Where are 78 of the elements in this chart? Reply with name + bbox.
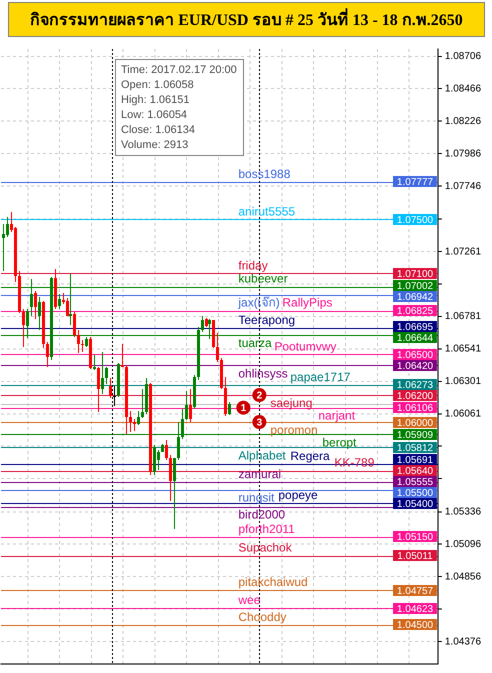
y-tick-label: 1.06301 xyxy=(444,376,482,388)
y-tick-label: 1.05336 xyxy=(444,506,482,518)
chart-title: กิจกรรมทายผลราคา EUR/USD รอบ # 25 วันที่ 13 - 18 ก.พ.2650 xyxy=(30,7,463,31)
annotation: 1.06273 xyxy=(396,380,434,391)
y-tick-label: 1.05096 xyxy=(444,538,482,550)
ref-line-label: Teerapong xyxy=(238,313,296,328)
annotation: 1.06695 xyxy=(396,322,434,333)
y-tick-label: 1.07746 xyxy=(444,180,482,192)
annotation: 1.07777 xyxy=(396,176,434,188)
annotation: Close: 1.06134 xyxy=(121,124,195,136)
annotation: 1.06000 xyxy=(396,418,434,429)
annotation: 1.05640 xyxy=(396,466,434,477)
ref-line-label: pforth2011 xyxy=(238,522,296,536)
ref-line-label: Supachok xyxy=(238,540,293,555)
ref-line-label: bird2000 xyxy=(238,508,286,522)
annotation: Time: 2017.02.17 20:00 xyxy=(121,64,237,76)
ref-line-label: tuarza xyxy=(238,336,272,350)
y-tick-label: 1.07261 xyxy=(444,246,482,258)
annotation: 1.07100 xyxy=(396,268,434,280)
ref-line-label: poromon xyxy=(270,423,318,438)
ref-line-label: beropt xyxy=(322,435,358,450)
annotation: 1 xyxy=(240,402,247,414)
annotation: 1.05691 xyxy=(396,454,434,466)
y-tick-label: 1.06781 xyxy=(444,311,482,322)
annotation: 3 xyxy=(256,417,263,428)
annotation: 1.06644 xyxy=(396,332,434,344)
annotation: 1.06500 xyxy=(396,350,434,361)
y-tick-label: 1.08466 xyxy=(444,83,482,94)
y-tick-label: 1.06061 xyxy=(444,408,482,420)
annotation: 1.05011 xyxy=(397,550,434,562)
ref-line-label: narjant xyxy=(318,408,356,423)
annotation: 1.05400 xyxy=(396,498,434,510)
annotation: Open: 1.06058 xyxy=(121,79,194,91)
annotation: 1.04757 xyxy=(396,586,434,597)
ref-line-label: Regera xyxy=(290,448,330,463)
candlestick xyxy=(2,224,5,271)
y-tick-label: 1.04376 xyxy=(444,636,482,648)
y-tick-label: 1.08706 xyxy=(444,51,482,62)
annotation: 1.04500 xyxy=(396,620,434,631)
ref-line-label: wee xyxy=(237,593,261,608)
ref-line-label: rungsit xyxy=(238,490,276,505)
annotation: 1.07500 xyxy=(396,214,434,226)
annotation: 1.07002 xyxy=(396,280,434,292)
ref-line-label: popeye xyxy=(278,488,318,502)
ref-line-label: saejung xyxy=(270,396,312,410)
annotation: Low: 1.06054 xyxy=(121,109,188,121)
y-tick-label: 1.06541 xyxy=(444,344,482,355)
y-tick-label: 1.08226 xyxy=(444,116,482,127)
y-tick-label: 1.07986 xyxy=(444,148,482,160)
y-tick-label: 1.04856 xyxy=(444,571,482,582)
annotation: Volume: 2913 xyxy=(121,139,188,151)
annotation: High: 1.06151 xyxy=(121,94,190,106)
ref-line-label: friday xyxy=(238,258,268,272)
ref-line-label: papae1717 xyxy=(290,370,351,384)
annotation: 1.05812 xyxy=(396,442,434,454)
ref-line-label: Pootumvwy xyxy=(274,339,336,354)
ref-line-label: RallyPips xyxy=(282,296,332,310)
ref-line-label: ohlinsyss xyxy=(238,366,288,380)
annotation: 1.06942 xyxy=(396,292,434,303)
annotation: 2 xyxy=(256,390,263,402)
annotation: 1.06420 xyxy=(396,360,434,372)
annotation: 1.06200 xyxy=(396,390,434,402)
candlestick xyxy=(121,344,124,367)
annotation: 1.06106 xyxy=(396,402,434,414)
ref-line-label: Chooddy xyxy=(238,610,286,624)
ref-line-label: kubeever xyxy=(238,272,288,286)
annotation: 1.05555 xyxy=(396,476,434,488)
annotation: 1.05500 xyxy=(396,488,434,499)
candlestick xyxy=(81,340,84,352)
ref-line-label: boss1988 xyxy=(238,166,291,181)
ref-line-label: anirut5555 xyxy=(238,204,296,218)
ref-line-label: pitakchaiwud xyxy=(238,575,308,590)
annotation: 1.05150 xyxy=(396,532,434,543)
ref-line-label: jax(เจ๊ก) xyxy=(237,296,280,310)
annotation: 1.06825 xyxy=(396,306,434,317)
ref-line-label: Alphabet xyxy=(238,448,286,462)
annotation: 1.05909 xyxy=(396,430,434,441)
annotation: 1.04623 xyxy=(396,604,434,615)
